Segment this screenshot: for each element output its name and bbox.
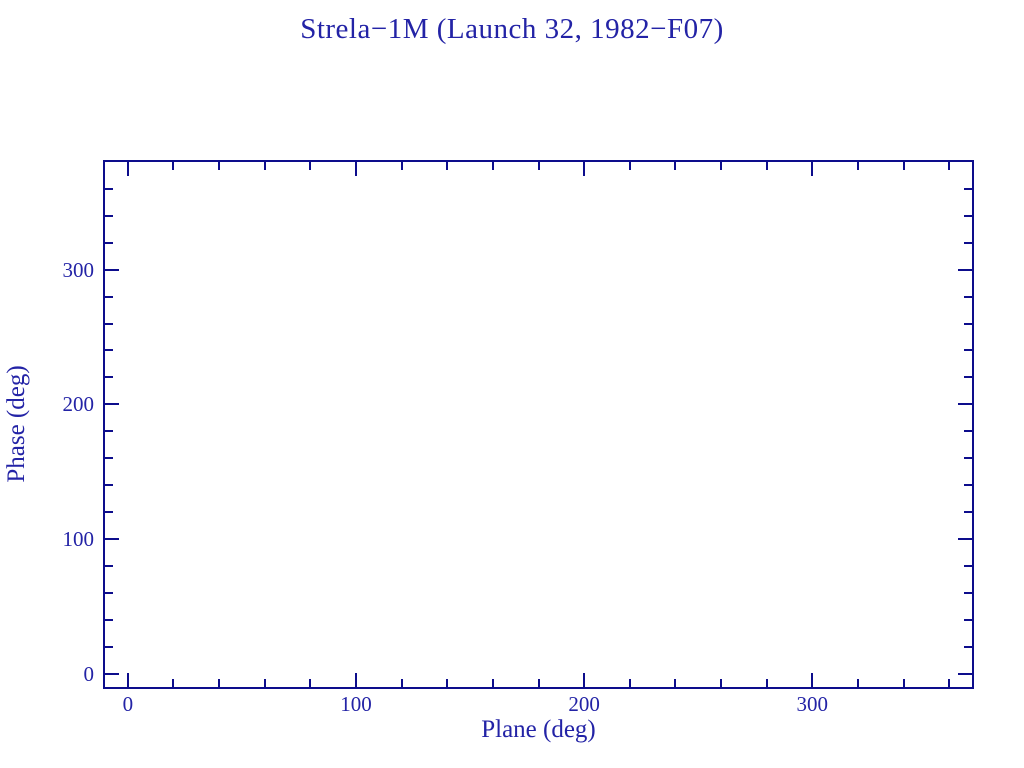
- y-minor-tick: [105, 349, 113, 351]
- y-minor-tick: [964, 430, 972, 432]
- x-minor-tick: [264, 162, 266, 170]
- x-axis-label: Plane (deg): [481, 716, 596, 743]
- y-major-tick: [105, 673, 119, 675]
- y-minor-tick: [105, 484, 113, 486]
- y-tick-label: 0: [83, 661, 95, 686]
- x-tick-label: 300: [796, 692, 829, 716]
- x-minor-tick: [674, 162, 676, 170]
- x-major-tick: [811, 673, 813, 687]
- y-minor-tick: [964, 592, 972, 594]
- plot-frame: [103, 160, 974, 689]
- y-minor-tick: [105, 592, 113, 594]
- x-minor-tick: [538, 162, 540, 170]
- y-minor-tick: [105, 215, 113, 217]
- x-major-tick: [127, 673, 129, 687]
- x-minor-tick: [492, 162, 494, 170]
- x-minor-tick: [674, 679, 676, 687]
- y-minor-tick: [105, 457, 113, 459]
- x-minor-tick: [401, 679, 403, 687]
- y-minor-tick: [105, 323, 113, 325]
- x-minor-tick: [766, 162, 768, 170]
- x-minor-tick: [720, 162, 722, 170]
- x-minor-tick: [629, 679, 631, 687]
- chart-title: Strela−1M (Launch 32, 1982−F07): [300, 13, 724, 45]
- y-minor-tick: [964, 323, 972, 325]
- x-major-tick: [583, 673, 585, 687]
- y-axis-label: Phase (deg): [3, 365, 30, 483]
- y-major-tick: [105, 403, 119, 405]
- x-minor-tick: [948, 162, 950, 170]
- x-minor-tick: [309, 679, 311, 687]
- x-tick-label: 200: [568, 692, 600, 716]
- y-tick-label: 300: [62, 257, 95, 282]
- y-minor-tick: [964, 242, 972, 244]
- y-major-tick: [105, 269, 119, 271]
- x-minor-tick: [492, 679, 494, 687]
- y-minor-tick: [964, 188, 972, 190]
- x-minor-tick: [766, 679, 768, 687]
- x-minor-tick: [903, 679, 905, 687]
- y-minor-tick: [105, 565, 113, 567]
- y-minor-tick: [105, 646, 113, 648]
- y-minor-tick: [105, 242, 113, 244]
- y-minor-tick: [105, 430, 113, 432]
- x-major-tick: [355, 673, 357, 687]
- y-minor-tick: [105, 511, 113, 513]
- x-major-tick: [583, 162, 585, 176]
- x-tick-label: 100: [340, 692, 372, 716]
- y-major-tick: [105, 538, 119, 540]
- x-minor-tick: [401, 162, 403, 170]
- y-major-tick: [958, 403, 972, 405]
- y-minor-tick: [964, 484, 972, 486]
- x-minor-tick: [172, 162, 174, 170]
- x-minor-tick: [264, 679, 266, 687]
- x-minor-tick: [948, 679, 950, 687]
- x-minor-tick: [172, 679, 174, 687]
- y-minor-tick: [964, 215, 972, 217]
- y-minor-tick: [964, 457, 972, 459]
- x-major-tick: [127, 162, 129, 176]
- x-minor-tick: [218, 162, 220, 170]
- y-major-tick: [958, 538, 972, 540]
- y-minor-tick: [964, 565, 972, 567]
- y-minor-tick: [105, 376, 113, 378]
- x-minor-tick: [218, 679, 220, 687]
- x-minor-tick: [309, 162, 311, 170]
- y-minor-tick: [105, 188, 113, 190]
- x-minor-tick: [720, 679, 722, 687]
- x-minor-tick: [446, 162, 448, 170]
- x-minor-tick: [903, 162, 905, 170]
- x-minor-tick: [857, 679, 859, 687]
- y-major-tick: [958, 673, 972, 675]
- x-major-tick: [811, 162, 813, 176]
- x-major-tick: [355, 162, 357, 176]
- x-minor-tick: [446, 679, 448, 687]
- y-minor-tick: [964, 646, 972, 648]
- y-tick-label: 100: [62, 526, 95, 551]
- y-tick-label: 200: [62, 392, 95, 417]
- y-minor-tick: [105, 296, 113, 298]
- x-minor-tick: [857, 162, 859, 170]
- y-minor-tick: [105, 619, 113, 621]
- x-tick-label: 0: [122, 692, 134, 716]
- y-major-tick: [958, 269, 972, 271]
- y-minor-tick: [964, 619, 972, 621]
- x-minor-tick: [629, 162, 631, 170]
- y-minor-tick: [964, 376, 972, 378]
- x-minor-tick: [538, 679, 540, 687]
- y-minor-tick: [964, 511, 972, 513]
- y-minor-tick: [964, 296, 972, 298]
- y-minor-tick: [964, 349, 972, 351]
